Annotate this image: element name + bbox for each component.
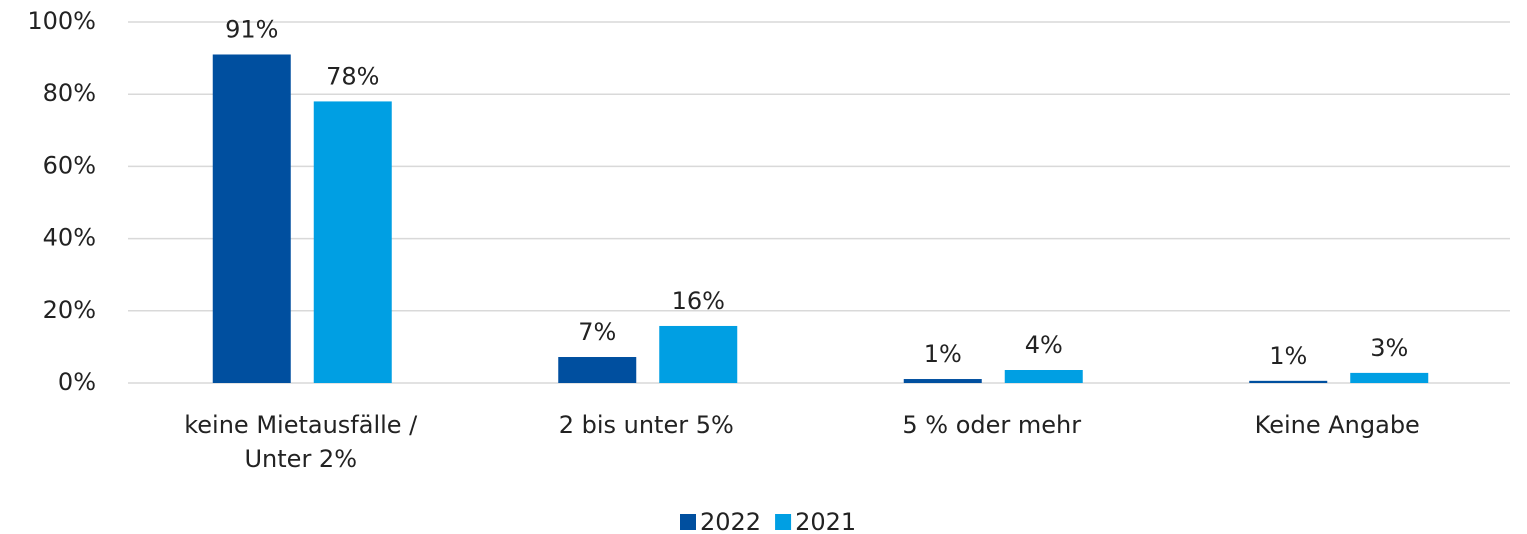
legend-swatch	[775, 514, 792, 530]
bar	[903, 379, 982, 383]
y-tick-label: 40%	[43, 224, 96, 252]
x-tick-label: keine Mietausfälle / Unter 2%	[184, 411, 418, 473]
data-label: 91%	[225, 15, 278, 43]
y-tick-label: 20%	[43, 296, 96, 324]
y-tick-label: 0%	[58, 368, 96, 396]
data-label: 1%	[1269, 342, 1307, 370]
bar	[313, 101, 392, 384]
y-tick-label: 60%	[43, 151, 96, 179]
bar	[1350, 372, 1429, 383]
data-label: 16%	[672, 287, 725, 315]
bar	[212, 54, 291, 384]
bar	[1004, 370, 1083, 383]
x-tick-label: 5 % oder mehr	[902, 411, 1082, 439]
data-label: 4%	[1025, 331, 1063, 359]
bar	[558, 357, 637, 383]
x-tick-label: Keine Angabe	[1254, 411, 1420, 439]
legend-swatch	[680, 514, 696, 530]
data-label: 1%	[924, 340, 962, 368]
legend-label: 2021	[795, 508, 856, 534]
y-tick-label: 80%	[43, 79, 96, 107]
bar	[1249, 380, 1328, 383]
y-tick-label: 100%	[27, 7, 96, 35]
bar	[659, 325, 738, 383]
data-label: 3%	[1370, 334, 1408, 362]
x-tick-label: 2 bis unter 5%	[558, 411, 734, 439]
data-label: 78%	[326, 62, 379, 90]
legend-label: 2022	[700, 508, 761, 534]
data-label: 7%	[578, 318, 616, 346]
